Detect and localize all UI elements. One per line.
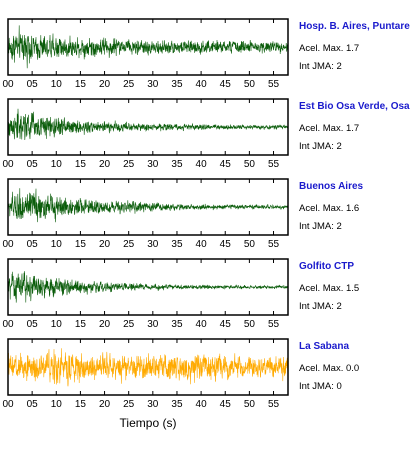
x-tick-label: 45 xyxy=(220,79,232,90)
x-tick-label: 55 xyxy=(268,79,280,90)
x-tick-label: 00 xyxy=(2,79,14,90)
x-tick-label: 10 xyxy=(51,239,63,250)
int-jma-label: Int JMA: 2 xyxy=(299,221,342,232)
x-tick-label: 00 xyxy=(2,319,14,330)
x-tick-label: 00 xyxy=(2,159,14,170)
x-tick-label: 35 xyxy=(171,159,183,170)
x-tick-label: 05 xyxy=(27,319,39,330)
panel-frame xyxy=(7,258,289,316)
x-tick-label: 15 xyxy=(75,159,87,170)
x-tick-label: 30 xyxy=(147,239,159,250)
x-tick-label: 35 xyxy=(171,399,183,410)
x-tick-label: 10 xyxy=(51,79,63,90)
x-tick-label: 15 xyxy=(75,79,87,90)
x-tick-label: 30 xyxy=(147,319,159,330)
x-tick-label: 20 xyxy=(99,399,111,410)
x-tick-label: 50 xyxy=(244,319,256,330)
x-tick-label: 25 xyxy=(123,319,135,330)
station-panel: 00 05 10 15 20 25 30 35 40 45 50 55 La Sabana Acel. M… xyxy=(2,338,359,410)
x-tick-label: 55 xyxy=(268,239,280,250)
x-tick-label: 15 xyxy=(75,239,87,250)
panel-frame xyxy=(7,178,289,236)
x-tick-label: 05 xyxy=(27,399,39,410)
acel-max-label: Acel. Max. 1.6 xyxy=(299,203,359,214)
panel-frame xyxy=(7,98,289,156)
station-panel: 00 05 10 15 20 25 30 35 40 45 50 55 Est Bio Osa Verd… xyxy=(2,98,410,170)
x-tick-label: 15 xyxy=(75,319,87,330)
x-tick-label: 40 xyxy=(196,159,208,170)
x-tick-label: 05 xyxy=(27,159,39,170)
station-panel: 00 05 10 15 20 25 30 35 40 45 50 55 Hosp. B. Aires, … xyxy=(2,18,410,90)
x-tick-label: 25 xyxy=(123,79,135,90)
panel-frame xyxy=(7,338,289,396)
station-name: Buenos Aires xyxy=(299,181,364,192)
x-tick-label: 55 xyxy=(268,319,280,330)
waveform-trace xyxy=(8,25,288,69)
x-tick-label: 35 xyxy=(171,319,183,330)
station-panel: 00 05 10 15 20 25 30 35 40 45 50 55 Golfito CTP Acel.… xyxy=(2,258,359,330)
station-name: Golfito CTP xyxy=(299,261,354,272)
x-tick-label: 20 xyxy=(99,239,111,250)
x-tick-label: 55 xyxy=(268,399,280,410)
acel-max-label: Acel. Max. 1.7 xyxy=(299,123,359,134)
x-tick-label: 20 xyxy=(99,159,111,170)
station-name: La Sabana xyxy=(299,341,349,352)
x-tick-label: 20 xyxy=(99,79,111,90)
x-tick-label: 45 xyxy=(220,159,232,170)
int-jma-label: Int JMA: 0 xyxy=(299,381,342,392)
x-tick-label: 30 xyxy=(147,399,159,410)
x-tick-label: 45 xyxy=(220,399,232,410)
station-name: Est Bio Osa Verde, Osa xyxy=(299,101,410,112)
x-tick-label: 45 xyxy=(220,319,232,330)
x-tick-label: 40 xyxy=(196,239,208,250)
acel-max-label: Acel. Max. 0.0 xyxy=(299,363,359,374)
x-tick-label: 05 xyxy=(27,79,39,90)
acel-max-label: Acel. Max. 1.7 xyxy=(299,43,359,54)
x-tick-label: 40 xyxy=(196,319,208,330)
panels-group: 00 05 10 15 20 25 30 35 40 45 50 55 Hosp. B. Aires, … xyxy=(2,18,410,410)
x-tick-label: 10 xyxy=(51,159,63,170)
x-tick-label: 40 xyxy=(196,79,208,90)
waveform-trace xyxy=(8,271,288,303)
x-tick-label: 00 xyxy=(2,399,14,410)
waveform-trace xyxy=(8,188,288,223)
x-tick-label: 50 xyxy=(244,159,256,170)
x-tick-label: 45 xyxy=(220,239,232,250)
x-axis-label: Tiempo (s) xyxy=(120,416,177,430)
waveform-trace xyxy=(8,348,288,387)
station-name: Hosp. B. Aires, Puntarenas xyxy=(299,21,410,32)
x-tick-label: 40 xyxy=(196,399,208,410)
x-tick-label: 30 xyxy=(147,79,159,90)
x-tick-label: 10 xyxy=(51,319,63,330)
x-tick-label: 50 xyxy=(244,399,256,410)
x-tick-label: 55 xyxy=(268,159,280,170)
x-tick-label: 25 xyxy=(123,159,135,170)
int-jma-label: Int JMA: 2 xyxy=(299,141,342,152)
x-tick-label: 00 xyxy=(2,239,14,250)
x-tick-label: 35 xyxy=(171,79,183,90)
x-tick-label: 25 xyxy=(123,239,135,250)
acel-max-label: Acel. Max. 1.5 xyxy=(299,283,359,294)
x-tick-label: 25 xyxy=(123,399,135,410)
x-tick-label: 50 xyxy=(244,239,256,250)
x-tick-label: 30 xyxy=(147,159,159,170)
x-tick-label: 35 xyxy=(171,239,183,250)
x-tick-label: 05 xyxy=(27,239,39,250)
waveform-trace xyxy=(8,108,288,140)
panel-frame xyxy=(7,18,289,76)
x-tick-label: 20 xyxy=(99,319,111,330)
int-jma-label: Int JMA: 2 xyxy=(299,61,342,72)
x-tick-label: 15 xyxy=(75,399,87,410)
x-tick-label: 10 xyxy=(51,399,63,410)
station-panel: 00 05 10 15 20 25 30 35 40 45 50 55 Buenos Aires Acel… xyxy=(2,178,364,250)
x-tick-label: 50 xyxy=(244,79,256,90)
int-jma-label: Int JMA: 2 xyxy=(299,301,342,312)
